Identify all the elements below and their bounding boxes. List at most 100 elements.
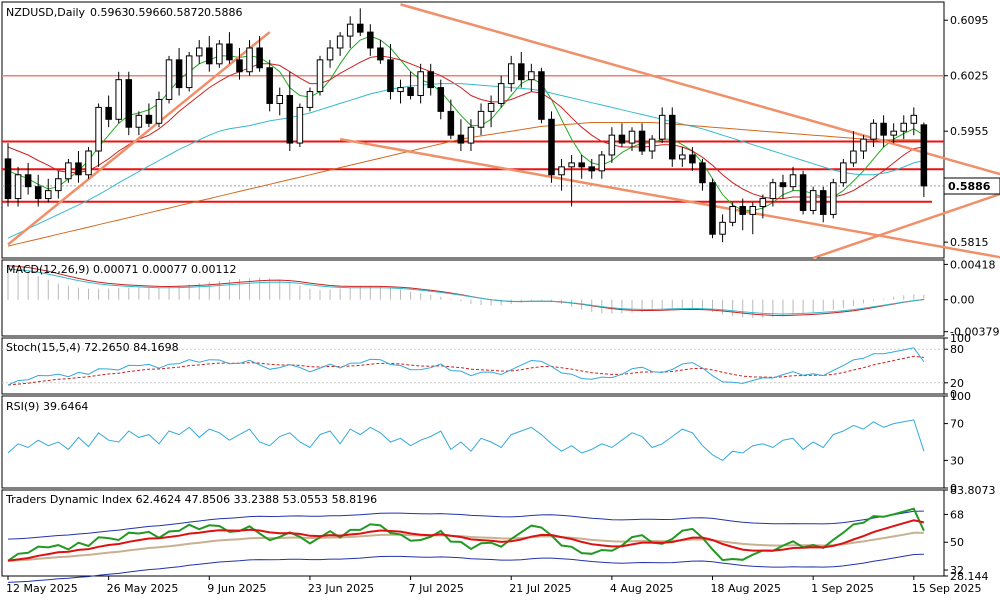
candle[interactable] — [699, 158, 706, 191]
candle[interactable] — [437, 79, 445, 120]
candle[interactable] — [427, 63, 434, 96]
candle[interactable] — [407, 71, 414, 100]
candle[interactable] — [628, 127, 636, 152]
candle[interactable] — [387, 44, 394, 100]
candle[interactable] — [558, 158, 565, 191]
candle[interactable] — [286, 71, 294, 152]
candle[interactable] — [44, 178, 52, 203]
candle[interactable] — [34, 174, 42, 207]
candle[interactable] — [739, 198, 746, 231]
candle[interactable] — [850, 131, 857, 167]
candle[interactable] — [759, 194, 767, 219]
candle[interactable] — [457, 119, 465, 152]
candle[interactable] — [256, 36, 263, 72]
candle[interactable] — [276, 87, 284, 116]
candle[interactable] — [870, 119, 877, 148]
candle[interactable] — [799, 170, 807, 215]
trendline[interactable] — [812, 179, 1000, 260]
candle[interactable] — [206, 36, 213, 72]
candle[interactable] — [487, 95, 495, 128]
candle[interactable] — [668, 107, 676, 167]
candle[interactable] — [296, 103, 304, 148]
candle[interactable] — [819, 186, 827, 223]
candle[interactable] — [528, 63, 535, 92]
candle[interactable] — [135, 111, 143, 136]
candle[interactable] — [538, 67, 545, 124]
candle[interactable] — [165, 55, 173, 104]
candle[interactable] — [789, 166, 797, 191]
candle[interactable] — [890, 123, 897, 144]
candle[interactable] — [900, 115, 908, 140]
candle[interactable] — [326, 40, 334, 68]
candle[interactable] — [236, 47, 243, 80]
candle[interactable] — [568, 154, 575, 207]
candle[interactable] — [830, 178, 837, 219]
candle[interactable] — [336, 32, 344, 56]
candle[interactable] — [175, 47, 183, 96]
candle[interactable] — [648, 135, 656, 159]
candle[interactable] — [518, 51, 525, 88]
candle[interactable] — [880, 115, 887, 148]
candle[interactable] — [14, 166, 22, 207]
candle[interactable] — [578, 154, 585, 179]
candle[interactable] — [779, 174, 787, 199]
candle[interactable] — [65, 158, 72, 183]
candle[interactable] — [377, 40, 384, 64]
trendline[interactable] — [7, 31, 271, 246]
candle[interactable] — [638, 123, 646, 155]
candle[interactable] — [679, 147, 686, 167]
candle[interactable] — [497, 75, 505, 108]
candle[interactable] — [55, 170, 62, 199]
candle[interactable] — [910, 107, 918, 136]
candle[interactable] — [316, 55, 324, 96]
candle[interactable] — [306, 87, 314, 112]
candle[interactable] — [75, 151, 82, 183]
candle[interactable] — [477, 103, 485, 136]
trendlines[interactable] — [7, 3, 1000, 260]
candle[interactable] — [920, 122, 928, 197]
candle[interactable] — [266, 59, 273, 112]
candlesticks[interactable] — [4, 8, 928, 243]
candle[interactable] — [467, 119, 475, 152]
candle[interactable] — [226, 32, 233, 64]
candle[interactable] — [447, 99, 455, 140]
candle[interactable] — [507, 55, 515, 92]
candle[interactable] — [689, 147, 696, 171]
panel-frames — [1, 1, 945, 577]
candle[interactable] — [155, 91, 163, 128]
candle[interactable] — [548, 111, 555, 183]
candle[interactable] — [769, 178, 777, 207]
candle[interactable] — [185, 51, 193, 92]
trendline[interactable] — [339, 137, 1000, 259]
candle[interactable] — [729, 202, 736, 227]
trendline[interactable] — [400, 3, 1000, 186]
candle[interactable] — [719, 214, 726, 243]
candle[interactable] — [4, 143, 12, 207]
candle[interactable] — [125, 71, 133, 136]
candle[interactable] — [115, 71, 122, 124]
candle[interactable] — [24, 162, 32, 195]
candle[interactable] — [397, 79, 404, 104]
candle[interactable] — [346, 16, 354, 48]
candle[interactable] — [709, 178, 716, 239]
candle[interactable] — [618, 123, 626, 148]
candle[interactable] — [608, 127, 616, 163]
candle[interactable] — [860, 135, 867, 159]
candle[interactable] — [588, 158, 596, 179]
candle[interactable] — [840, 158, 847, 187]
candle[interactable] — [356, 8, 364, 37]
candle[interactable] — [85, 147, 92, 179]
candle[interactable] — [367, 24, 374, 56]
candle[interactable] — [417, 63, 424, 104]
candle[interactable] — [105, 95, 112, 128]
candle[interactable] — [195, 40, 203, 64]
candle[interactable] — [809, 186, 817, 215]
candle[interactable] — [598, 151, 606, 179]
candle[interactable] — [95, 103, 102, 167]
candle[interactable] — [658, 107, 666, 144]
candle[interactable] — [145, 103, 153, 128]
candle[interactable] — [216, 40, 223, 68]
candle[interactable] — [749, 202, 757, 235]
candle[interactable] — [246, 40, 253, 76]
